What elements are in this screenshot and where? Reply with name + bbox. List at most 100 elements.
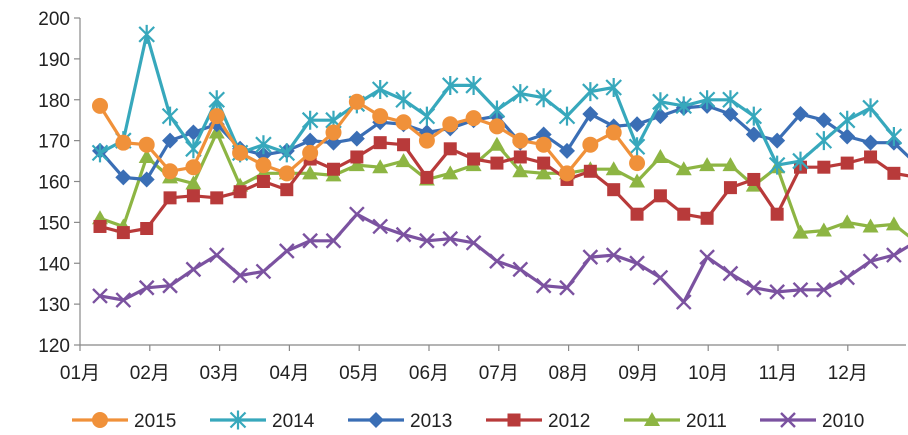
legend-item-2013: 2013 xyxy=(348,411,452,432)
data-point-2010-6 xyxy=(232,267,248,284)
y-tick-label: 150 xyxy=(38,213,70,234)
legend: 2015 2014 2013 2012 2011 2010 xyxy=(72,410,864,432)
data-point-2014-9 xyxy=(301,110,319,130)
data-point-2012-12 xyxy=(373,136,387,150)
data-point-2012-33 xyxy=(864,150,878,164)
data-point-2014-14 xyxy=(418,106,436,126)
data-point-2011-34 xyxy=(885,216,902,231)
data-point-2014-3 xyxy=(161,106,179,126)
legend-marker-2011 xyxy=(644,412,660,426)
x-tick-label: 02月 xyxy=(130,363,170,384)
data-point-2012-17 xyxy=(490,156,504,170)
legend-label: 2015 xyxy=(134,411,176,432)
data-point-2014-29 xyxy=(768,155,786,175)
data-point-2012-0 xyxy=(93,219,107,233)
data-point-2012-8 xyxy=(280,183,294,197)
data-point-2010-34 xyxy=(886,247,902,263)
data-point-2014-0 xyxy=(91,143,109,163)
data-point-2012-16 xyxy=(467,152,481,166)
data-point-2013-3 xyxy=(162,132,179,149)
data-point-2014-33 xyxy=(862,98,879,118)
data-point-2013-28 xyxy=(745,126,762,143)
legend-label: 2012 xyxy=(548,411,590,432)
y-tick-label: 180 xyxy=(38,91,70,112)
data-point-2012-28 xyxy=(747,172,761,186)
legend-marker-2015 xyxy=(92,412,108,428)
data-point-2011-13 xyxy=(395,153,412,168)
data-point-2012-19 xyxy=(537,156,551,170)
x-tick-label: 10月 xyxy=(688,363,728,384)
data-point-2012-21 xyxy=(583,164,597,178)
data-point-2015-12 xyxy=(372,108,389,125)
data-point-2011-19 xyxy=(535,165,552,180)
data-point-2013-11 xyxy=(348,130,365,147)
data-point-2010-29 xyxy=(769,284,785,300)
data-point-2011-33 xyxy=(862,218,879,233)
data-point-2010-21 xyxy=(582,249,599,265)
legend-label: 2014 xyxy=(272,411,315,432)
data-point-2011-12 xyxy=(372,159,389,174)
data-point-2010-0 xyxy=(92,288,108,304)
data-point-2012-13 xyxy=(397,138,411,152)
data-point-2010-17 xyxy=(489,253,505,270)
data-point-2013-33 xyxy=(862,134,879,151)
data-point-2011-2 xyxy=(138,148,155,163)
data-point-2015-10 xyxy=(325,124,342,141)
data-point-2015-9 xyxy=(302,144,319,161)
data-point-2015-16 xyxy=(465,110,482,127)
data-point-2014-27 xyxy=(722,90,739,110)
data-point-2014-2 xyxy=(138,24,155,44)
data-point-2013-32 xyxy=(839,128,856,145)
data-point-2012-7 xyxy=(256,175,270,188)
data-point-2010-16 xyxy=(465,234,482,251)
data-point-2010-30 xyxy=(792,281,809,298)
data-point-2015-3 xyxy=(162,163,179,180)
data-point-2015-8 xyxy=(278,165,295,182)
data-point-2010-9 xyxy=(302,232,318,249)
x-tick-label: 03月 xyxy=(200,363,240,384)
data-point-2013-9 xyxy=(302,132,319,149)
data-point-2013-2 xyxy=(138,171,155,188)
data-point-2010-33 xyxy=(862,253,879,270)
data-point-2013-4 xyxy=(185,124,202,141)
data-point-2014-13 xyxy=(395,90,412,110)
legend-item-2014: 2014 xyxy=(210,410,315,432)
x-tick-label: 06月 xyxy=(409,363,449,384)
series-2014 xyxy=(91,24,903,175)
data-point-2011-17 xyxy=(488,136,505,151)
data-point-2012-11 xyxy=(350,150,364,164)
data-point-2015-7 xyxy=(255,157,272,174)
data-point-2010-10 xyxy=(325,232,342,249)
data-point-2011-4 xyxy=(185,175,202,190)
data-point-2015-11 xyxy=(348,93,365,110)
data-point-2013-30 xyxy=(792,106,809,123)
y-tick-label: 170 xyxy=(38,132,70,153)
data-point-2010-20 xyxy=(559,279,575,296)
data-point-2013-23 xyxy=(629,116,646,133)
data-point-2015-18 xyxy=(512,132,529,149)
data-point-2015-13 xyxy=(395,114,412,131)
data-point-2014-23 xyxy=(628,137,646,157)
legend-label: 2010 xyxy=(822,411,864,432)
data-point-2010-23 xyxy=(629,255,645,272)
data-point-2014-20 xyxy=(558,106,576,126)
data-point-2010-18 xyxy=(512,261,529,278)
data-point-2012-26 xyxy=(700,211,714,225)
data-point-2014-7 xyxy=(255,135,272,155)
data-point-2012-23 xyxy=(630,207,644,221)
legend-item-2015: 2015 xyxy=(72,411,176,432)
y-tick-label: 130 xyxy=(38,295,70,316)
data-point-2013-1 xyxy=(115,169,132,186)
x-tick-label: 01月 xyxy=(60,363,100,384)
data-point-2012-18 xyxy=(513,150,527,164)
data-point-2015-5 xyxy=(208,108,225,125)
x-tick-label: 05月 xyxy=(339,363,379,384)
data-point-2010-3 xyxy=(162,277,178,294)
data-point-2010-31 xyxy=(816,281,832,298)
data-point-2010-7 xyxy=(255,263,272,280)
data-point-2013-20 xyxy=(559,142,575,159)
data-point-2012-15 xyxy=(443,142,457,156)
data-point-2015-17 xyxy=(488,118,505,135)
data-point-2014-12 xyxy=(371,80,389,100)
